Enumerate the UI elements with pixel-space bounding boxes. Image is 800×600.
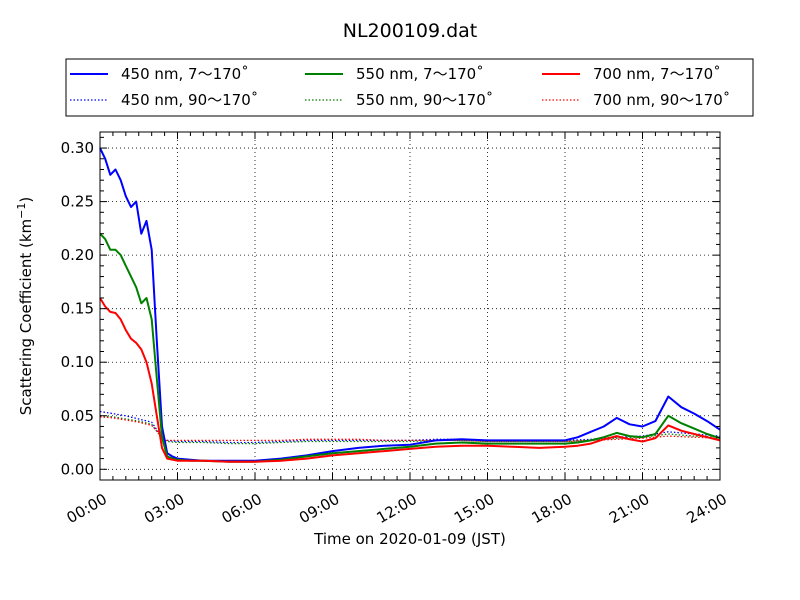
y-tick-label: 0.20 xyxy=(61,246,94,264)
y-axis-label-main: Scattering Coefficient (km xyxy=(17,219,35,415)
legend-label-4: 550 nm, 90～170˚ xyxy=(356,91,493,109)
legend-label-5: 700 nm, 90～170˚ xyxy=(593,91,730,109)
series-line-2 xyxy=(99,297,721,463)
x-tick-label: 06:00 xyxy=(219,490,265,527)
legend-label-0: 450 nm, 7～170˚ xyxy=(121,65,249,83)
y-tick-label: 0.10 xyxy=(61,353,94,371)
legend-label-3: 450 nm, 90～170˚ xyxy=(121,91,258,109)
x-tick-label: 24:00 xyxy=(684,490,730,527)
y-tick-label: 0.05 xyxy=(61,407,94,425)
legend-label-2: 700 nm, 7～170˚ xyxy=(593,65,721,83)
y-axis-label-sup: −1 xyxy=(15,203,28,219)
legend: 450 nm, 7～170˚ 550 nm, 7～170˚ 700 nm, 7～17… xyxy=(65,58,754,117)
chart-title: NL200109.dat xyxy=(343,20,478,42)
legend-box xyxy=(65,58,754,117)
ticks: 00:00 03:00 06:00 09:00 12:00 15:00 18:00 21:00… xyxy=(61,132,730,527)
x-tick-label: 15:00 xyxy=(451,490,497,527)
y-tick-label: 0.00 xyxy=(61,460,94,478)
legend-label-1: 550 nm, 7～170˚ xyxy=(356,65,484,83)
x-tick-label: 18:00 xyxy=(529,490,575,527)
y-tick-label: 0.15 xyxy=(61,300,94,318)
x-tick-label: 12:00 xyxy=(374,490,420,527)
x-tick-label: 00:00 xyxy=(64,490,110,527)
x-tick-label: 03:00 xyxy=(141,490,187,527)
series-layer xyxy=(99,147,721,463)
y-tick-label: 0.25 xyxy=(61,193,94,211)
grid xyxy=(100,132,720,480)
y-axis-label: Scattering Coefficient (km−1) xyxy=(15,197,35,416)
x-axis-label: Time on 2020-01-09 (JST) xyxy=(313,530,506,548)
y-axis-label-end: ) xyxy=(17,197,35,203)
plot-frame xyxy=(99,131,721,481)
series-line-1 xyxy=(99,233,721,463)
series-line-0 xyxy=(99,147,721,462)
x-tick-label: 09:00 xyxy=(296,490,342,527)
x-tick-label: 21:00 xyxy=(606,490,652,527)
y-tick-label: 0.30 xyxy=(61,139,94,157)
